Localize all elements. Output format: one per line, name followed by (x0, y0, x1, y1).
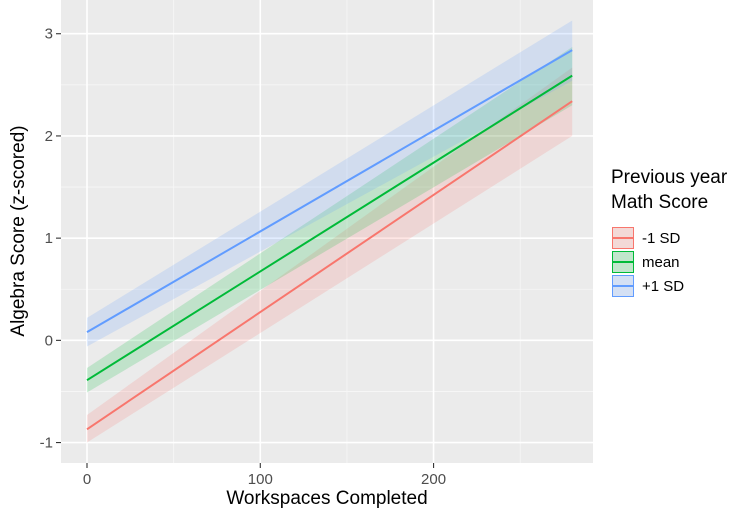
x-axis-title: Workspaces Completed (226, 488, 427, 509)
ci-band--1-sd (86, 20, 573, 347)
y-axis-title: Algebra Score (z-scored) (8, 125, 29, 336)
ci-band-mean (86, 47, 573, 393)
y-tick-label: 1 (45, 230, 53, 247)
legend-item: mean (612, 251, 680, 273)
ci-band--1-sd (86, 67, 573, 443)
legend-item: -1 SD (612, 227, 681, 249)
series-lines (86, 49, 573, 431)
legend: Previous year Math Score -1 SD mean +1 SD (611, 167, 728, 297)
y-tick-label: 2 (45, 128, 53, 145)
grid-minor (61, 0, 593, 463)
legend-label: -1 SD (642, 230, 681, 247)
x-axis: 0 100 200 (83, 463, 446, 488)
series-line--1-sd (86, 100, 573, 431)
legend-keys: -1 SD mean +1 SD (612, 227, 684, 297)
legend-item: +1 SD (612, 275, 684, 297)
y-axis: -1 0 1 2 3 (40, 26, 61, 452)
legend-label: +1 SD (642, 278, 684, 295)
y-tick-label: 0 (45, 332, 53, 349)
x-tick-label: 200 (421, 471, 446, 488)
y-tick-label: 3 (45, 26, 53, 43)
x-tick-label: 0 (83, 471, 91, 488)
y-tick-label: -1 (40, 435, 53, 452)
legend-title-line-1: Previous year (611, 167, 728, 188)
confidence-bands (86, 20, 573, 443)
x-tick-label: 100 (248, 471, 273, 488)
series-line-mean (86, 74, 573, 382)
series-line--1-sd (86, 49, 573, 334)
legend-label: mean (642, 254, 680, 271)
legend-title-line-2: Math Score (611, 192, 708, 213)
